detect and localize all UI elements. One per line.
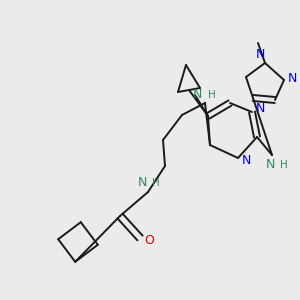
Text: N: N [241, 154, 251, 166]
Text: H: H [152, 178, 160, 188]
Text: H: H [208, 90, 216, 100]
Text: N: N [192, 88, 202, 101]
Text: N: N [255, 103, 265, 116]
Text: N: N [255, 49, 265, 62]
Text: O: O [144, 233, 154, 247]
Text: N: N [287, 71, 297, 85]
Text: N: N [265, 158, 275, 172]
Text: H: H [280, 160, 288, 170]
Text: N: N [137, 176, 147, 190]
